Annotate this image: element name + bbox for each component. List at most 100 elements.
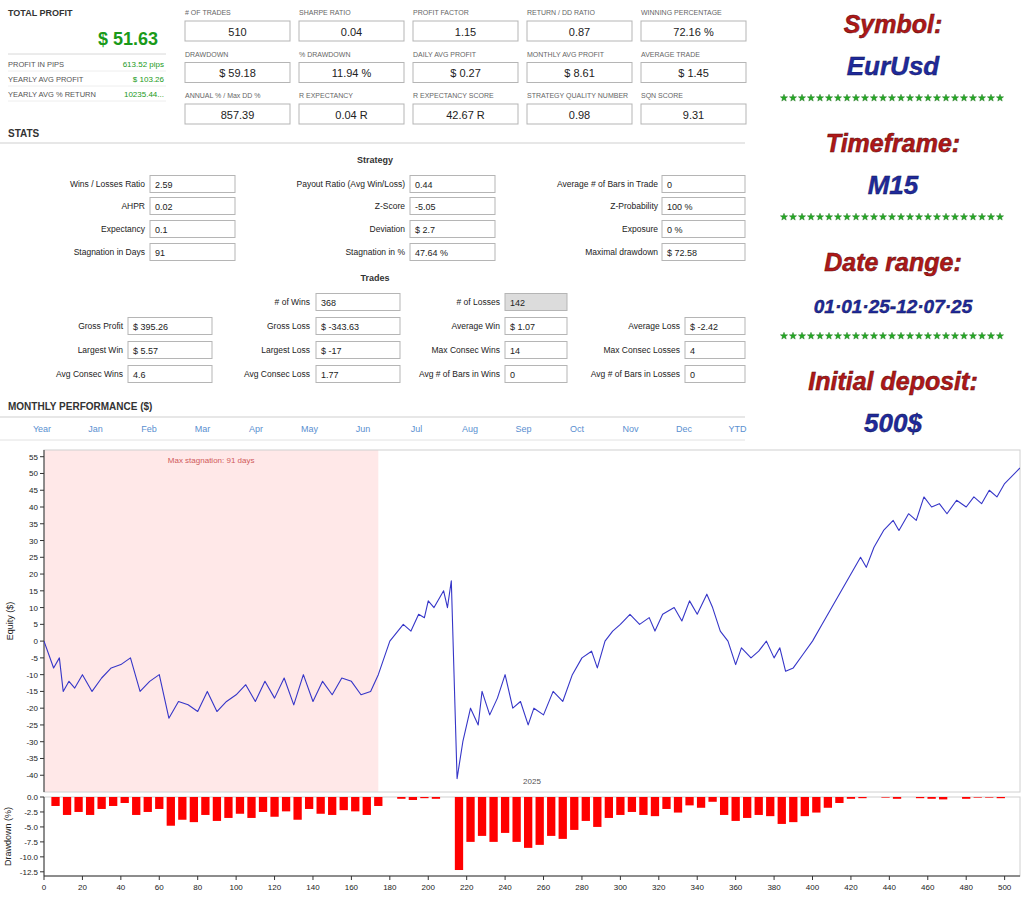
drawdown-bar: [662, 797, 670, 809]
drawdown-bar: [904, 797, 912, 798]
drawdown-bar: [236, 797, 244, 814]
x-tick: [735, 876, 736, 880]
y-tick: [40, 507, 44, 508]
stat-value: 14: [510, 346, 520, 356]
drawdown-bar: [201, 797, 209, 815]
panel-label: Date range:: [824, 248, 962, 276]
x-tick-label: 260: [537, 883, 551, 892]
stat-box: [150, 221, 235, 238]
drawdown-bar: [132, 797, 140, 815]
month-head: Dec: [676, 424, 693, 434]
star-decoration: [879, 332, 886, 339]
x-tick: [82, 876, 83, 880]
stat-value: 368: [321, 298, 336, 308]
y-tick-label: -5: [31, 654, 39, 663]
y-tick-label: -7.5: [24, 838, 38, 847]
star-decoration: [843, 332, 850, 339]
drawdown-bar: [582, 797, 590, 821]
x-tick: [889, 876, 890, 880]
star-decoration: [870, 332, 877, 339]
metric-label: DAILY AVG PROFIT: [413, 51, 477, 58]
stat-box: [505, 294, 567, 311]
separator: [0, 440, 745, 441]
drawdown-bar: [824, 797, 832, 808]
month-head: Oct: [570, 424, 585, 434]
x-tick: [505, 876, 506, 880]
stat-label: # of Losses: [457, 297, 500, 307]
stat-label: # of Wins: [275, 297, 310, 307]
star-decoration: [969, 213, 976, 220]
star-decoration: [960, 213, 967, 220]
x-tick-label: 160: [345, 883, 359, 892]
stat-box: [316, 318, 400, 335]
star-decoration: [879, 213, 886, 220]
star-decoration: [915, 213, 922, 220]
y-tick: [40, 775, 44, 776]
metric-value: 0.04: [341, 26, 362, 38]
metric-value: 857.39: [221, 109, 255, 121]
annotation: Max stagnation: 91 days: [168, 456, 255, 465]
stat-label: Avg # of Bars in Wins: [419, 369, 500, 379]
stat-box: [685, 366, 745, 383]
star-decoration: [996, 213, 1003, 220]
y-tick-label: -40: [26, 771, 38, 780]
x-tick: [466, 876, 467, 880]
drawdown-bar: [51, 797, 59, 806]
star-decoration: [852, 94, 859, 101]
metric-value: $ 59.18: [219, 67, 256, 79]
stat-value: $ 1.07: [510, 322, 535, 332]
drawdown-bar: [916, 797, 924, 798]
metric-label: AVERAGE TRADE: [641, 51, 700, 58]
x-tick-label: 220: [460, 883, 474, 892]
star-decoration: [906, 213, 913, 220]
y-tick-label: -10: [26, 671, 38, 680]
metric-value: 11.94 %: [332, 67, 372, 79]
metric-label: R EXPECTANCY SCORE: [413, 92, 494, 99]
star-decoration: [888, 213, 895, 220]
x-tick-label: 120: [268, 883, 282, 892]
month-head: May: [301, 424, 319, 434]
star-decoration: [987, 213, 994, 220]
stat-label: Gross Loss: [267, 321, 310, 331]
drawdown-bar: [247, 797, 255, 818]
drawdown-bar: [720, 797, 728, 815]
star-decoration: [825, 94, 832, 101]
drawdown-bar: [512, 797, 520, 842]
stats: STATSStrategyWins / Losses Ratio2.59Payo…: [0, 128, 745, 383]
drawdown-bar: [178, 797, 186, 820]
metric-value: $ 1.45: [678, 67, 709, 79]
header: TOTAL PROFIT$ 51.63PROFIT IN PIPS613.52 …: [8, 8, 166, 101]
star-decoration: [915, 332, 922, 339]
equity-line: [44, 468, 1020, 779]
plot-frame: [44, 797, 1020, 876]
drawdown-bar: [293, 797, 301, 820]
drawdown-bar: [386, 797, 394, 798]
stat-value: 47.64 %: [415, 248, 448, 258]
x-tick: [1004, 876, 1005, 880]
separator: [8, 54, 166, 55]
y-tick: [40, 490, 44, 491]
star-decoration: [780, 332, 787, 339]
separator: [0, 417, 745, 418]
star-decoration: [879, 94, 886, 101]
summary-label: YEARLY AVG % RETURN: [8, 90, 96, 99]
stat-value: 0: [690, 370, 695, 380]
y-tick-label: -25: [26, 721, 38, 730]
x-tick: [620, 876, 621, 880]
stat-box: [505, 366, 567, 383]
drawdown-bar: [997, 797, 1005, 798]
y-tick-label: 10: [29, 604, 38, 613]
stagnation-area: [44, 450, 378, 792]
drawdown-bar: [870, 797, 878, 798]
stat-box: [150, 176, 235, 193]
metrics: # OF TRADES510SHARPE RATIO0.04PROFIT FAC…: [185, 9, 746, 124]
annotation: 2025: [523, 777, 541, 786]
x-tick: [274, 876, 275, 880]
drawdown-bar: [224, 797, 232, 818]
separator: [8, 71, 166, 72]
drawdown-bar: [455, 797, 463, 870]
metric-box: [413, 63, 518, 83]
star-decoration: [807, 94, 814, 101]
star-decoration: [798, 94, 805, 101]
drawdown-bar: [547, 797, 555, 836]
